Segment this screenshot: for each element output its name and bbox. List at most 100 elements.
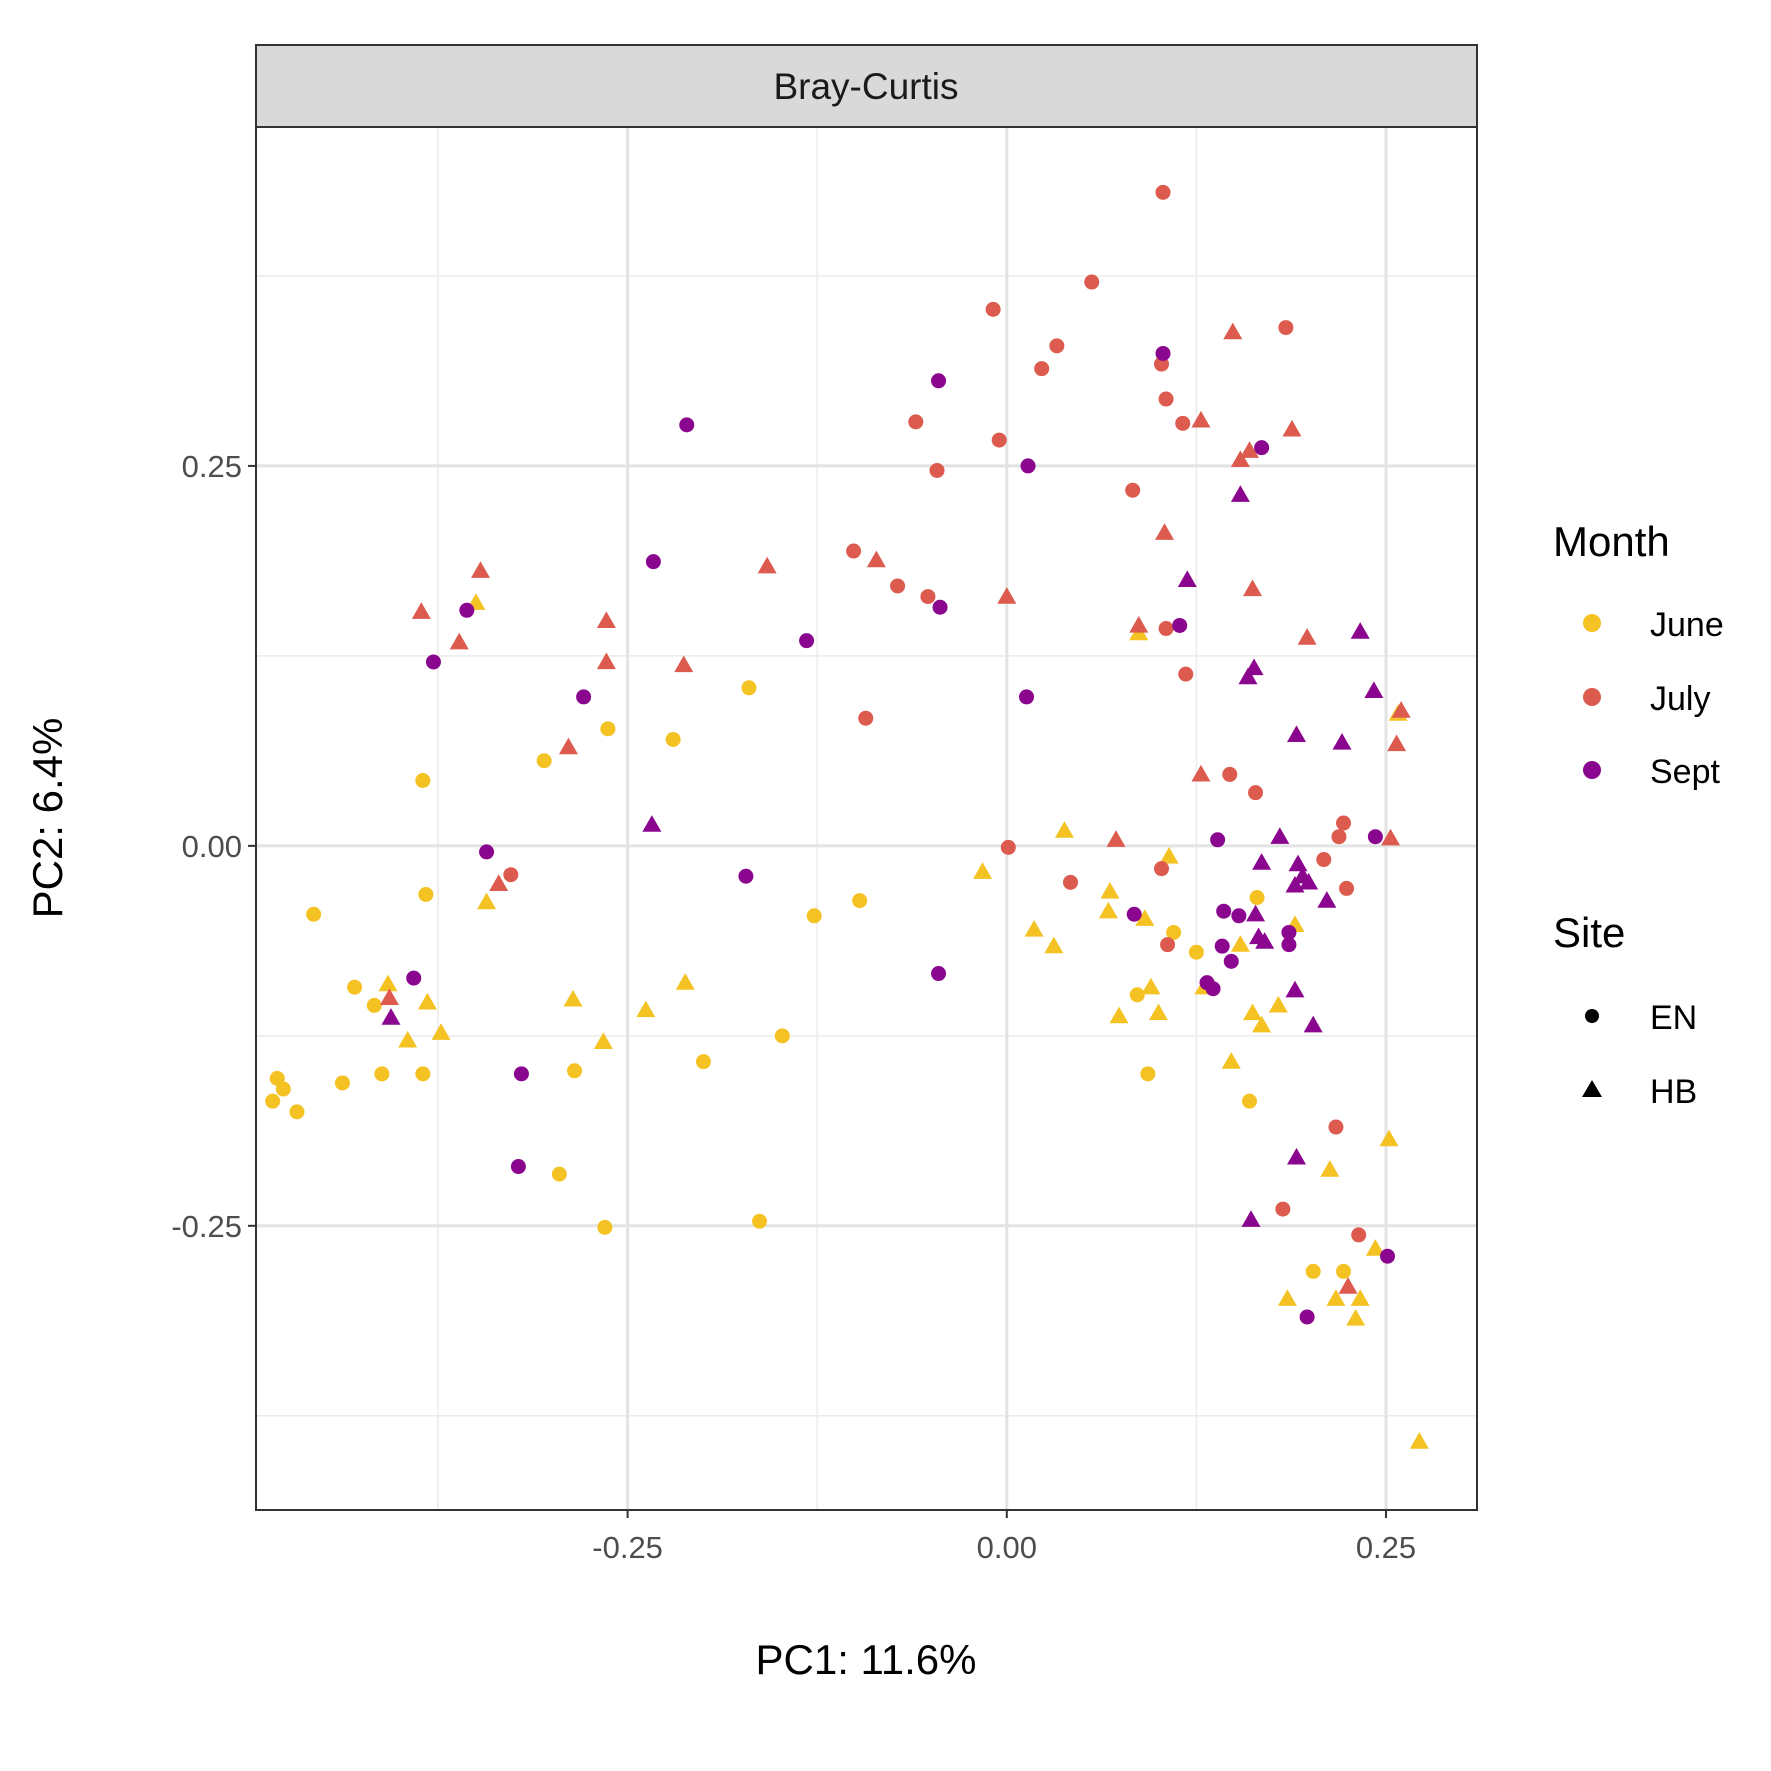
point-june-en-23	[752, 1213, 768, 1229]
point-july-en-96	[1336, 815, 1352, 831]
point-june-hb-53	[1148, 1003, 1168, 1021]
point-july-en-100	[1328, 1119, 1344, 1135]
point-june-en-13	[600, 721, 616, 737]
point-sept-en-152	[1214, 938, 1230, 954]
point-july-hb-107	[1239, 441, 1259, 458]
point-july-hb-125	[1106, 830, 1126, 847]
legend-label-july: July	[1650, 680, 1710, 718]
legend-item-sept: Sept	[1583, 753, 1720, 791]
point-july-en-101	[1275, 1201, 1291, 1217]
point-july-en-72	[985, 301, 1001, 317]
x-tick-label-0: 0.00	[977, 1530, 1037, 1565]
point-june-hb-48	[1135, 909, 1155, 926]
point-june-hb-59	[1268, 995, 1288, 1013]
point-july-en-79	[908, 414, 924, 430]
point-june-en-28	[1188, 944, 1204, 960]
point-june-en-21	[806, 908, 822, 924]
point-june-en-8	[374, 1066, 390, 1082]
point-june-en-31	[1336, 1263, 1352, 1279]
point-june-en-20	[774, 1028, 790, 1044]
legend-item-july: July	[1583, 680, 1710, 718]
point-june-hb-33	[378, 974, 398, 992]
point-july-en-88	[858, 710, 874, 726]
point-sept-en-144	[1367, 829, 1383, 845]
point-july-en-93	[1063, 874, 1079, 890]
point-sept-hb-172	[1252, 853, 1272, 870]
legend: Month June July Sept Site EN HB	[1553, 518, 1724, 1111]
point-sept-hb-169	[1332, 733, 1352, 750]
point-sept-hb-178	[1246, 904, 1266, 922]
point-july-en-94	[1154, 861, 1170, 877]
point-sept-en-150	[1216, 903, 1232, 919]
point-july-hb-115	[596, 611, 616, 629]
legend-item-hb: HB	[1582, 1073, 1697, 1111]
point-july-hb-119	[1129, 615, 1149, 633]
point-july-hb-116	[596, 652, 616, 670]
point-july-en-80	[991, 432, 1007, 448]
point-june-en-30	[1305, 1263, 1321, 1279]
point-june-hb-47	[1098, 901, 1118, 919]
grid-lines	[256, 127, 1477, 1510]
legend-key-sept	[1583, 761, 1601, 779]
point-june-hb-50	[1159, 846, 1179, 864]
point-july-hb-120	[1243, 579, 1263, 597]
point-sept-hb-175	[1285, 875, 1305, 893]
point-sept-en-138	[799, 633, 815, 649]
point-july-hb-110	[411, 602, 431, 619]
point-june-en-25	[1129, 987, 1145, 1003]
point-june-hb-42	[973, 862, 993, 879]
point-july-en-95	[1331, 829, 1347, 845]
point-june-en-11	[415, 773, 431, 789]
point-june-en-26	[1140, 1066, 1156, 1082]
point-june-en-5	[265, 1093, 281, 1109]
point-june-en-7	[334, 1075, 350, 1091]
point-july-hb-127	[489, 874, 509, 891]
point-july-hb-111	[449, 632, 469, 650]
point-july-en-98	[1339, 880, 1355, 896]
y-axis-title: PC2: 6.4%	[24, 718, 71, 919]
point-sept-en-135	[645, 554, 661, 570]
point-sept-en-137	[932, 599, 948, 615]
point-sept-en-133	[1254, 440, 1270, 456]
point-june-hb-57	[1243, 1003, 1263, 1021]
point-july-en-90	[1248, 785, 1264, 801]
point-july-hb-103	[1223, 322, 1243, 340]
facet-strip-label: Bray-Curtis	[773, 66, 958, 107]
point-sept-en-161	[1299, 1309, 1315, 1325]
point-june-hb-44	[1024, 919, 1044, 937]
point-sept-hb-176	[1299, 872, 1319, 890]
point-june-hb-39	[593, 1032, 613, 1050]
point-july-en-81	[929, 462, 945, 478]
legend-key-en	[1585, 1009, 1599, 1023]
point-june-hb-61	[1320, 1160, 1340, 1177]
point-june-hb-66	[1350, 1289, 1370, 1306]
point-sept-hb-170	[642, 815, 662, 832]
point-june-hb-35	[398, 1030, 418, 1048]
point-june-hb-43	[1054, 821, 1074, 838]
point-sept-en-146	[738, 868, 754, 884]
point-sept-hb-173	[1288, 854, 1308, 872]
point-sept-en-142	[1172, 617, 1188, 633]
point-july-en-89	[1222, 766, 1238, 782]
point-june-en-27	[1249, 890, 1265, 906]
point-june-hb-62	[1379, 1129, 1399, 1147]
point-july-hb-124	[1191, 764, 1211, 782]
point-sept-hb-163	[1177, 570, 1197, 588]
plot-panel-border	[255, 126, 1478, 1511]
point-sept-hb-183	[381, 1008, 401, 1025]
legend-key-june	[1583, 614, 1601, 632]
legend-label-en: EN	[1650, 999, 1697, 1037]
point-sept-en-159	[510, 1159, 526, 1175]
legend-label-june: June	[1650, 606, 1724, 644]
point-june-hb-56	[1221, 1052, 1241, 1069]
point-june-en-15	[741, 680, 757, 696]
point-july-en-97	[1316, 852, 1332, 868]
point-sept-en-160	[1380, 1248, 1396, 1264]
point-june-hb-34	[417, 992, 437, 1010]
point-sept-hb-164	[1350, 622, 1370, 639]
point-sept-en-148	[1126, 906, 1142, 922]
point-july-en-86	[1158, 621, 1174, 637]
point-july-hb-122	[1391, 701, 1411, 718]
point-june-en-9	[415, 1066, 431, 1082]
point-july-en-71	[1084, 274, 1100, 290]
